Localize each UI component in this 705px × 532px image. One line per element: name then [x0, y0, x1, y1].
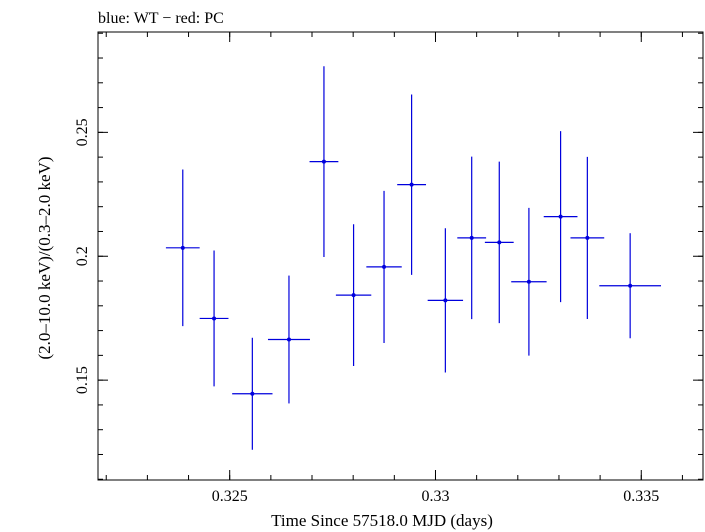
- data-marker: [628, 283, 633, 288]
- data-marker: [469, 235, 474, 240]
- x-tick-label: 0.335: [623, 488, 659, 505]
- x-axis-label: Time Since 57518.0 MJD (days): [271, 511, 493, 530]
- x-tick-label: 0.325: [212, 488, 248, 505]
- data-marker: [585, 235, 590, 240]
- x-tick-label: 0.33: [421, 488, 449, 505]
- data-point: [366, 190, 402, 343]
- y-tick-label: 0.25: [74, 118, 91, 146]
- data-point: [570, 156, 605, 319]
- data-point: [511, 207, 547, 356]
- y-tick-label: 0.2: [74, 246, 91, 266]
- data-marker: [180, 245, 185, 250]
- y-tick-label: 0.15: [74, 366, 91, 394]
- data-point: [397, 94, 427, 275]
- data-marker: [409, 182, 414, 187]
- data-marker: [321, 159, 326, 164]
- data-point: [232, 337, 273, 450]
- data-marker: [382, 264, 387, 269]
- data-point: [335, 224, 372, 367]
- chart-title: blue: WT − red: PC: [98, 10, 224, 27]
- data-marker: [286, 337, 291, 342]
- data-marker: [526, 279, 531, 284]
- data-point: [309, 66, 339, 257]
- data-marker: [250, 391, 255, 396]
- data-marks: [165, 66, 662, 450]
- data-point: [543, 131, 578, 303]
- data-marker: [212, 316, 217, 321]
- major-ticks: [98, 32, 703, 480]
- data-marker: [497, 240, 502, 245]
- data-point: [484, 161, 514, 324]
- data-marker: [443, 298, 448, 303]
- tick-labels: 0.325 0.33 0.335 0.15 0.2 0.25: [74, 118, 659, 505]
- data-point: [267, 275, 310, 404]
- data-point: [457, 156, 487, 320]
- data-point: [599, 233, 662, 339]
- plot-frame: [97, 31, 704, 481]
- y-axis-label: (2.0–10.0 keV)/(0.3–2.0 keV): [35, 156, 54, 359]
- minor-ticks: [98, 32, 703, 480]
- data-point: [427, 228, 464, 373]
- data-point: [199, 250, 229, 387]
- data-marker: [558, 214, 563, 219]
- data-marker: [351, 293, 356, 298]
- data-point: [165, 169, 200, 327]
